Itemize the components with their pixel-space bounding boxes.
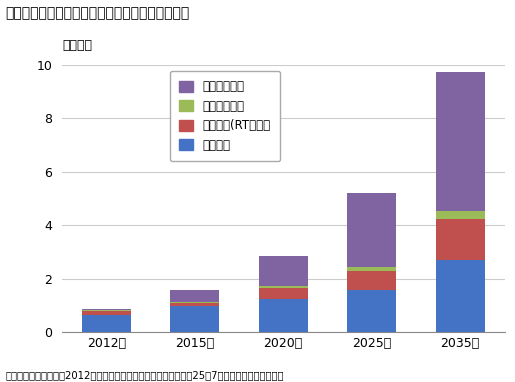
Bar	[436, 219, 485, 260]
Text: （兆円）: （兆円）	[62, 39, 92, 52]
Bar	[82, 309, 131, 311]
Bar	[436, 211, 485, 219]
Bar	[348, 290, 396, 332]
Legend: サービス分野, 農林水産分野, ロボテク(RT）製品, 製造分野: サービス分野, 農林水産分野, ロボテク(RT）製品, 製造分野	[169, 71, 280, 161]
Text: 図表１　日本のロボット産業の足元市場規模推計: 図表１ 日本のロボット産業の足元市場規模推計	[5, 6, 190, 20]
Bar	[170, 303, 219, 306]
Text: （出所）経済産業省「2012年　ロボット産業の市場動向」（平成25年7月）を基に大和総研作成: （出所）経済産業省「2012年 ロボット産業の市場動向」（平成25年7月）を基に…	[5, 370, 284, 380]
Bar	[348, 193, 396, 267]
Bar	[348, 271, 396, 290]
Bar	[170, 302, 219, 303]
Bar	[348, 267, 396, 271]
Bar	[82, 311, 131, 315]
Bar	[436, 72, 485, 211]
Bar	[170, 306, 219, 332]
Bar	[82, 315, 131, 332]
Bar	[259, 256, 307, 286]
Bar	[259, 299, 307, 332]
Bar	[170, 290, 219, 302]
Bar	[259, 285, 307, 288]
Bar	[259, 288, 307, 299]
Bar	[436, 260, 485, 332]
